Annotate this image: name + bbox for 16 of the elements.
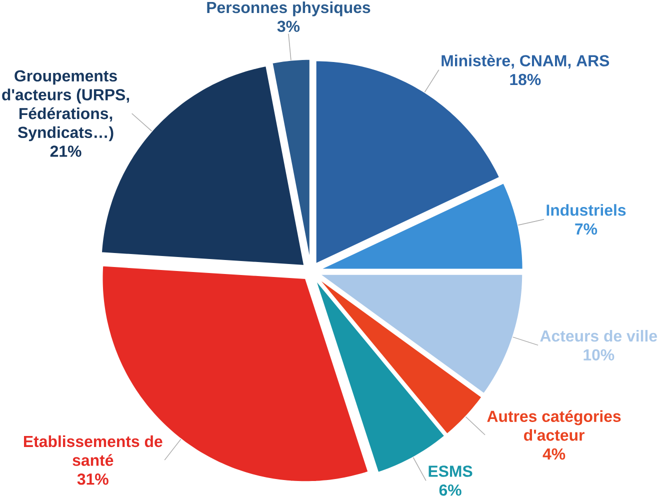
slice-label: Autres catégories d'acteur xyxy=(487,410,621,441)
data-label: 6% xyxy=(439,484,462,496)
slice-label: Groupements d'acteurs (URPS, Fédérations, Syndicats…) xyxy=(2,70,130,142)
slice-label: Industriels xyxy=(546,204,626,216)
slice-label: Acteurs de ville xyxy=(540,330,657,342)
data-label: 18% xyxy=(510,74,541,86)
data-label: 3% xyxy=(277,20,300,32)
data-label: 10% xyxy=(584,349,614,360)
slice-label: ESMS xyxy=(428,466,472,477)
data-label: 21% xyxy=(50,146,82,157)
slice-label: Ministère, CNAM, ARS xyxy=(442,54,610,69)
slice-label: Personnes physiques xyxy=(207,1,370,16)
slice-label: Etablissements de santé xyxy=(24,435,162,466)
data-label: 31% xyxy=(77,473,108,485)
data-label: 4% xyxy=(542,448,566,460)
data-label: 7% xyxy=(575,223,598,235)
